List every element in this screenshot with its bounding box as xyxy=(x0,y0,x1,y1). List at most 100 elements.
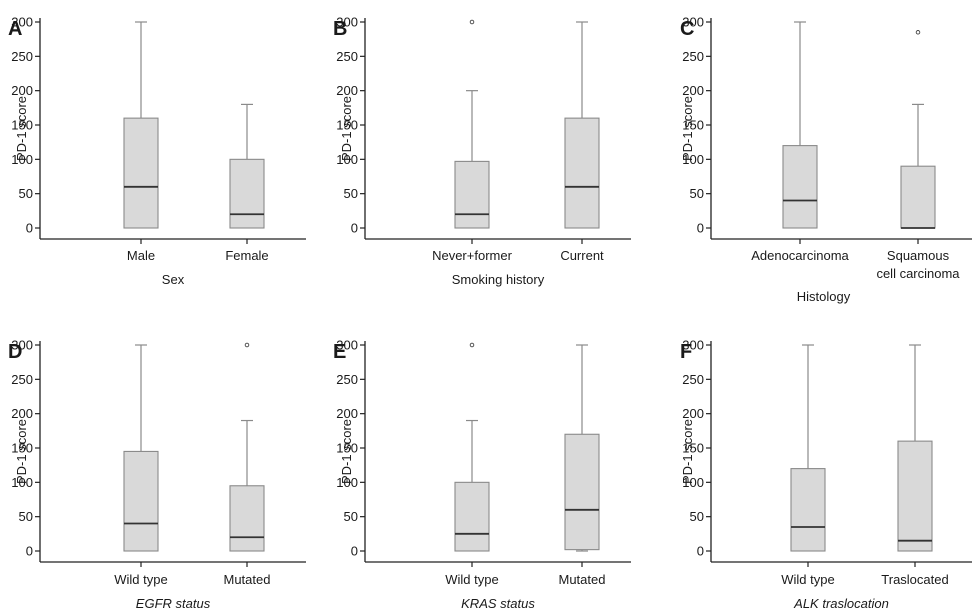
y-tick-label: 200 xyxy=(682,83,704,98)
outlier-point xyxy=(915,30,921,35)
x-tick-label: Never+former xyxy=(432,248,512,263)
y-tick-label: 150 xyxy=(682,441,704,456)
y-tick-label: 100 xyxy=(682,152,704,167)
y-tick-label: 100 xyxy=(336,152,358,167)
iqr-box xyxy=(454,160,490,229)
y-tick-label: 150 xyxy=(11,118,33,133)
y-tick-label: 300 xyxy=(11,338,33,353)
y-tick-label: 0 xyxy=(697,544,704,559)
iqr-box xyxy=(229,158,265,229)
x-axis-title: Sex xyxy=(162,272,185,287)
y-tick-label: 250 xyxy=(682,372,704,387)
box-1: Wild type xyxy=(114,344,168,587)
y-tick-label: 250 xyxy=(682,49,704,64)
y-tick-label: 150 xyxy=(336,441,358,456)
x-tick-label: Male xyxy=(127,248,155,263)
panel-e: E 0 50 100 150 200 250 300 PD-1 score Wild type Mu… xyxy=(333,338,631,611)
x-tick-label: Mutated xyxy=(559,572,606,587)
y-axis-title: PD-1 score xyxy=(680,419,695,484)
panel-letter: F xyxy=(680,341,692,363)
box-2: Traslocated xyxy=(881,344,949,587)
x-tick-label: Adenocarcinoma xyxy=(751,248,849,263)
box-1: Adenocarcinoma xyxy=(751,21,850,263)
x-axis-title: ALK traslocation xyxy=(793,596,889,611)
x-axis-title: Smoking history xyxy=(452,272,545,287)
x-tick-label: Traslocated xyxy=(881,572,948,587)
x-tick-label: Squamous xyxy=(887,248,950,263)
panel-letter: A xyxy=(8,18,22,40)
x-tick-label: Wild type xyxy=(114,572,167,587)
y-tick-label: 300 xyxy=(336,15,358,30)
y-tick-label: 300 xyxy=(336,338,358,353)
panel-d: D 0 50 100 150 200 250 300 PD-1 score Wild type Mu… xyxy=(8,338,306,611)
box-1: Never+former xyxy=(432,19,513,263)
y-tick-label: 300 xyxy=(682,338,704,353)
y-tick-label: 0 xyxy=(697,221,704,236)
iqr-box xyxy=(564,433,600,551)
box-2: Squamous cell carcinoma xyxy=(876,30,960,281)
y-tick-label: 0 xyxy=(26,221,33,236)
outlier-point xyxy=(469,342,475,348)
iqr-box xyxy=(900,165,936,229)
box-2: Mutated xyxy=(559,344,606,587)
y-tick-label: 50 xyxy=(690,509,704,524)
y-tick-label: 0 xyxy=(26,544,33,559)
panel-f: F 0 50 100 150 200 250 300 PD-1 score Wild type Tr… xyxy=(680,338,972,611)
y-tick-label: 300 xyxy=(682,15,704,30)
y-tick-label: 100 xyxy=(682,475,704,490)
iqr-box xyxy=(123,450,159,552)
y-tick-label: 200 xyxy=(11,406,33,421)
y-tick-label: 50 xyxy=(690,186,704,201)
y-tick-label: 50 xyxy=(19,509,33,524)
box-2: Current xyxy=(560,21,604,263)
iqr-box xyxy=(897,440,933,552)
box-1: Wild type xyxy=(445,342,499,587)
y-tick-label: 50 xyxy=(344,509,358,524)
y-tick-label: 50 xyxy=(344,186,358,201)
y-axis-title: PD-1 score xyxy=(14,96,29,161)
x-tick-label: Wild type xyxy=(781,572,834,587)
panel-letter: C xyxy=(680,18,694,40)
y-tick-label: 150 xyxy=(682,118,704,133)
box-2: Mutated xyxy=(224,342,271,587)
y-tick-label: 0 xyxy=(351,544,358,559)
y-tick-label: 50 xyxy=(19,186,33,201)
x-tick-label: cell carcinoma xyxy=(876,266,960,281)
y-tick-label: 250 xyxy=(336,372,358,387)
panel-a: A 0 50 100 150 200 250 300 PD-1 score Male Female S… xyxy=(8,15,306,287)
y-tick-label: 100 xyxy=(11,475,33,490)
y-axis-title: PD-1 score xyxy=(14,419,29,484)
x-axis-title: KRAS status xyxy=(461,596,535,611)
iqr-box xyxy=(790,468,826,552)
y-axis-title: PD-1 score xyxy=(339,419,354,484)
iqr-box xyxy=(564,117,600,229)
x-tick-label: Current xyxy=(560,248,604,263)
iqr-box xyxy=(782,145,818,229)
y-tick-label: 250 xyxy=(11,372,33,387)
y-tick-label: 200 xyxy=(11,83,33,98)
y-tick-label: 200 xyxy=(336,83,358,98)
x-tick-label: Mutated xyxy=(224,572,271,587)
iqr-box xyxy=(123,117,159,229)
y-tick-label: 250 xyxy=(336,49,358,64)
iqr-box xyxy=(454,481,490,552)
box-1: Wild type xyxy=(781,344,835,587)
outlier-point xyxy=(244,342,250,348)
x-axis-title: Histology xyxy=(797,289,851,304)
outlier-point xyxy=(469,19,475,25)
y-tick-label: 100 xyxy=(11,152,33,167)
y-tick-label: 100 xyxy=(336,475,358,490)
y-axis-title: PD-1 score xyxy=(680,96,695,161)
y-tick-label: 0 xyxy=(351,221,358,236)
iqr-box xyxy=(229,485,265,552)
panel-b: B 0 50 100 150 200 250 300 PD-1 score Never+forme… xyxy=(333,15,631,287)
box-1: Male xyxy=(123,21,159,263)
x-axis-title: EGFR status xyxy=(136,596,211,611)
panel-letter: B xyxy=(333,18,347,40)
y-tick-label: 300 xyxy=(11,15,33,30)
panel-letter: D xyxy=(8,341,22,363)
box-2: Female xyxy=(225,103,269,263)
y-tick-label: 200 xyxy=(682,406,704,421)
y-tick-label: 200 xyxy=(336,406,358,421)
